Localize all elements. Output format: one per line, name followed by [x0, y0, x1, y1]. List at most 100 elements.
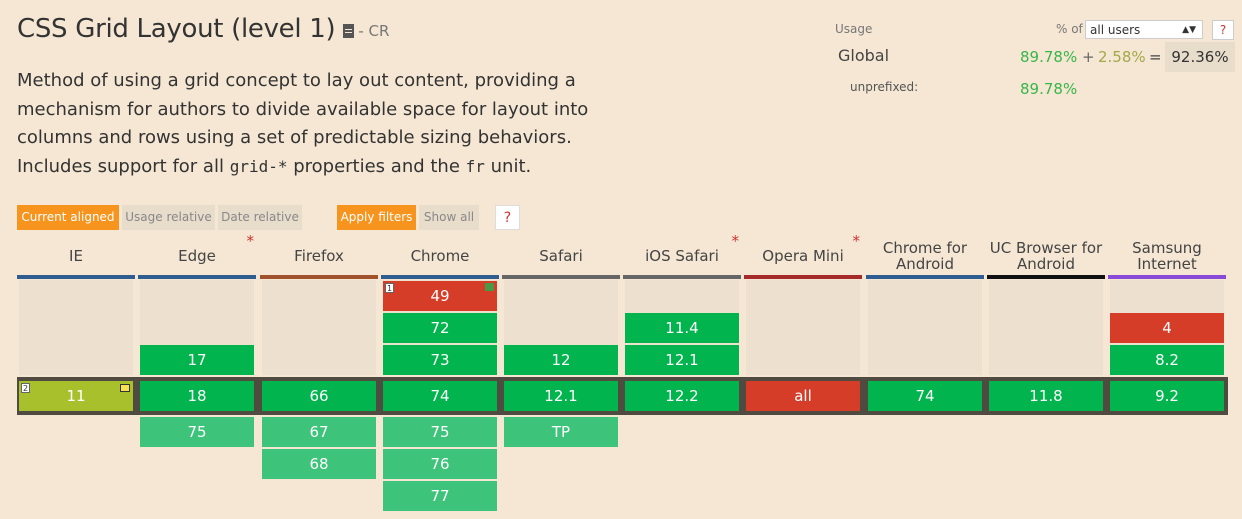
version-cell-future[interactable]: 75	[140, 417, 254, 447]
version-label: 72	[430, 319, 450, 337]
select-arrows-icon: ▲▼	[1182, 25, 1196, 35]
version-label: 75	[187, 423, 207, 441]
version-cell-current[interactable]: all	[746, 381, 860, 411]
column-header-ie[interactable]: IE	[17, 235, 135, 277]
usage-relative-button[interactable]: Usage relative	[122, 205, 215, 230]
version-label: 49	[430, 287, 450, 305]
column-header-uc-browser[interactable]: UC Browser for Android	[987, 235, 1105, 277]
browser-name: Safari	[539, 247, 583, 265]
past-area	[989, 280, 1103, 375]
version-cell[interactable]: 72	[383, 313, 497, 343]
description-code-grid: grid-*	[229, 157, 288, 177]
percent-of-label: % of	[1056, 22, 1083, 36]
users-select-value: all users	[1090, 23, 1141, 37]
date-relative-button[interactable]: Date relative	[218, 205, 302, 230]
column-bar-opera-mini	[744, 275, 862, 279]
version-cell[interactable]: 12	[504, 345, 618, 375]
version-label: 18	[187, 387, 207, 405]
version-label: 75	[430, 423, 450, 441]
version-cell-future[interactable]: 67	[262, 417, 376, 447]
feature-header: CSS Grid Layout (level 1) - CR	[17, 14, 389, 44]
flag-icon	[485, 283, 494, 291]
version-label: 17	[187, 351, 207, 369]
column-bar-safari	[502, 275, 620, 279]
version-label: 66	[309, 387, 329, 405]
version-label: 68	[309, 455, 329, 473]
column-header-ios-safari[interactable]: iOS Safari *	[623, 232, 741, 277]
column-bar-ios-safari	[623, 275, 741, 279]
column-bar-uc-browser	[987, 275, 1105, 279]
global-label: Global	[838, 46, 890, 65]
version-cell-current[interactable]: 74	[868, 381, 982, 411]
column-bar-edge	[138, 275, 256, 279]
version-cell[interactable]: 73	[383, 345, 497, 375]
version-cell-current[interactable]: 66	[262, 381, 376, 411]
table-help-button[interactable]: ?	[495, 205, 520, 230]
version-cell-current[interactable]: 9.2	[1110, 381, 1224, 411]
version-label: 74	[430, 387, 450, 405]
column-header-chrome-android[interactable]: Chrome for Android	[866, 235, 984, 277]
browser-name: Chrome for Android	[882, 239, 968, 273]
version-cell-current[interactable]: 12.2	[625, 381, 739, 411]
spec-status[interactable]: - CR	[358, 22, 390, 40]
version-cell[interactable]: 17	[140, 345, 254, 375]
version-cell[interactable]: 8.2	[1110, 345, 1224, 375]
column-bar-samsung	[1108, 275, 1226, 279]
version-cell-current[interactable]: 74	[383, 381, 497, 411]
description-text: Method of using a grid concept to lay ou…	[17, 70, 589, 178]
version-cell-future[interactable]: 77	[383, 481, 497, 511]
version-label: 4	[1162, 319, 1172, 337]
version-label: 8.2	[1155, 351, 1179, 369]
current-aligned-button[interactable]: Current aligned	[17, 205, 119, 230]
column-bar-ie	[17, 275, 135, 279]
browser-name: iOS Safari	[645, 247, 719, 265]
note-star-icon: *	[246, 232, 255, 250]
past-area	[19, 280, 133, 375]
version-cell-future[interactable]: 76	[383, 449, 497, 479]
global-total: 92.36%	[1165, 42, 1235, 72]
past-area	[262, 280, 376, 375]
version-cell[interactable]: 11.4	[625, 313, 739, 343]
apply-filters-button[interactable]: Apply filters	[337, 205, 416, 230]
version-cell-future[interactable]: 68	[262, 449, 376, 479]
version-label: 73	[430, 351, 450, 369]
version-cell-current[interactable]: 2 11	[19, 381, 133, 411]
version-label: 9.2	[1155, 387, 1179, 405]
version-cell-current[interactable]: 18	[140, 381, 254, 411]
version-label: 12.1	[665, 351, 699, 369]
feature-description: Method of using a grid concept to lay ou…	[17, 67, 597, 182]
column-header-safari[interactable]: Safari	[502, 235, 620, 277]
column-bar-chrome	[381, 275, 499, 279]
document-icon[interactable]	[343, 24, 355, 38]
version-cell-future[interactable]: 75	[383, 417, 497, 447]
equals-sign: =	[1149, 48, 1162, 66]
users-select[interactable]: all users ▲▼	[1085, 20, 1203, 39]
version-cell-current[interactable]: 12.1	[504, 381, 618, 411]
version-label: TP	[551, 423, 571, 441]
note-star-icon: *	[852, 232, 861, 250]
version-cell-future[interactable]: TP	[504, 417, 618, 447]
browser-name: Samsung Internet	[1132, 239, 1202, 273]
column-header-chrome[interactable]: Chrome	[381, 235, 499, 277]
version-label: 74	[915, 387, 935, 405]
version-label: 11.8	[1029, 387, 1063, 405]
usage-help-button[interactable]: ?	[1212, 20, 1234, 40]
partial-support-icon	[120, 384, 130, 392]
description-code-fr: fr	[465, 157, 485, 177]
page-title: CSS Grid Layout (level 1)	[17, 14, 336, 44]
column-header-edge[interactable]: Edge *	[138, 232, 256, 277]
version-label: 12	[551, 351, 571, 369]
column-header-firefox[interactable]: Firefox	[260, 235, 378, 277]
column-header-samsung[interactable]: Samsung Internet	[1108, 235, 1226, 277]
browser-name: Edge	[178, 247, 216, 265]
version-cell[interactable]: 12.1	[625, 345, 739, 375]
browser-name: IE	[69, 247, 83, 265]
version-cell[interactable]: 1 49	[383, 281, 497, 311]
column-header-opera-mini[interactable]: Opera Mini *	[744, 232, 862, 277]
note-star-icon: *	[731, 232, 740, 250]
past-area	[868, 280, 982, 375]
show-all-button[interactable]: Show all	[419, 205, 479, 230]
browser-name: Chrome	[410, 247, 470, 265]
version-cell[interactable]: 4	[1110, 313, 1224, 343]
version-cell-current[interactable]: 11.8	[989, 381, 1103, 411]
